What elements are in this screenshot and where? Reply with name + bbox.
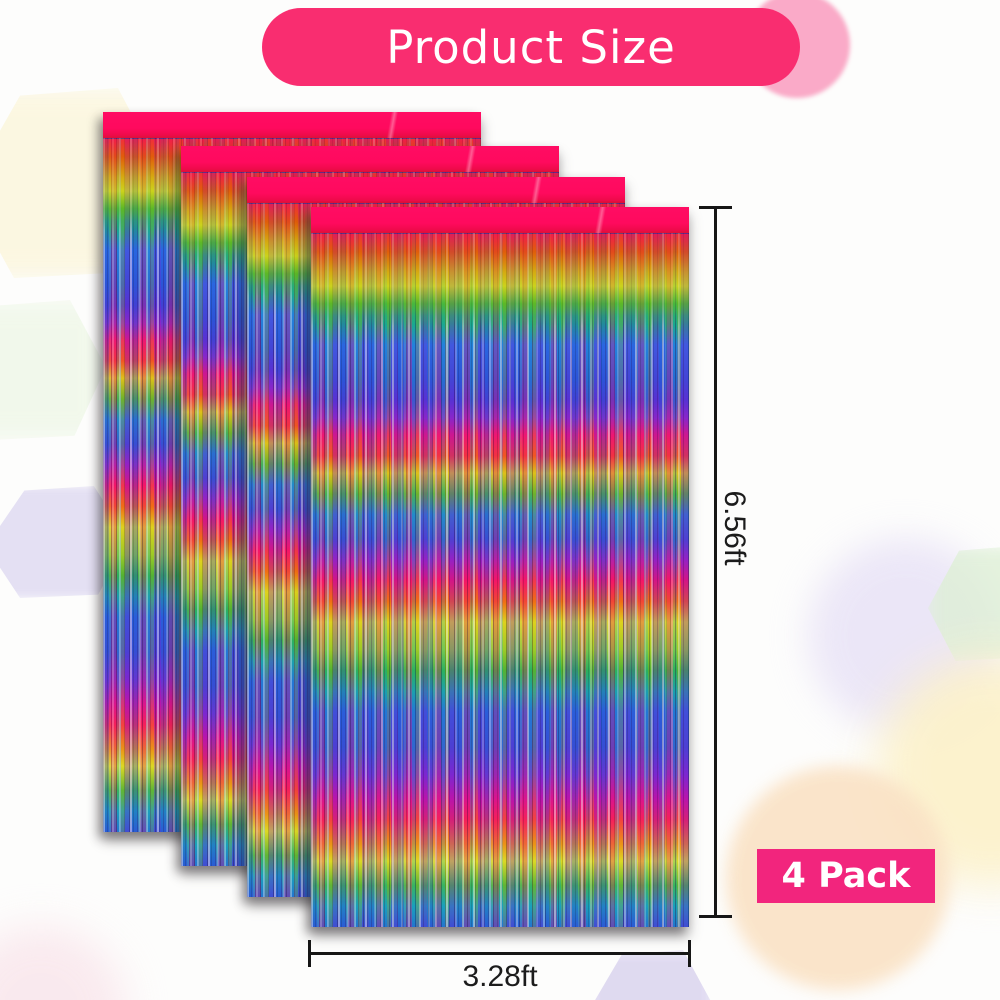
width-dimension-cap-left bbox=[308, 940, 311, 967]
page-title: Product Size bbox=[386, 20, 676, 74]
height-dimension-cap-top bbox=[699, 206, 732, 209]
pack-badge: 4 Pack bbox=[757, 849, 935, 903]
curtain-fringe bbox=[311, 233, 689, 927]
height-dimension-cap-bottom bbox=[699, 915, 732, 918]
bokeh-hexagon-mint bbox=[0, 300, 106, 440]
bokeh-circle-lavender-right bbox=[808, 538, 1000, 733]
height-dimension-line bbox=[714, 208, 717, 918]
bokeh-circle-pink-bottom-left bbox=[0, 926, 126, 1000]
pack-badge-label: 4 Pack bbox=[781, 856, 911, 896]
title-banner: Product Size bbox=[262, 8, 800, 86]
curtain-panel-4 bbox=[311, 207, 689, 927]
bokeh-hexagon-lavender-bottom bbox=[588, 950, 713, 1000]
bokeh-hexagon-green-right bbox=[928, 546, 1000, 661]
width-dimension-cap-right bbox=[688, 940, 691, 967]
height-dimension-label: 6.56ft bbox=[718, 490, 751, 566]
width-dimension-label: 3.28ft bbox=[462, 960, 538, 993]
width-dimension-line bbox=[308, 952, 691, 955]
